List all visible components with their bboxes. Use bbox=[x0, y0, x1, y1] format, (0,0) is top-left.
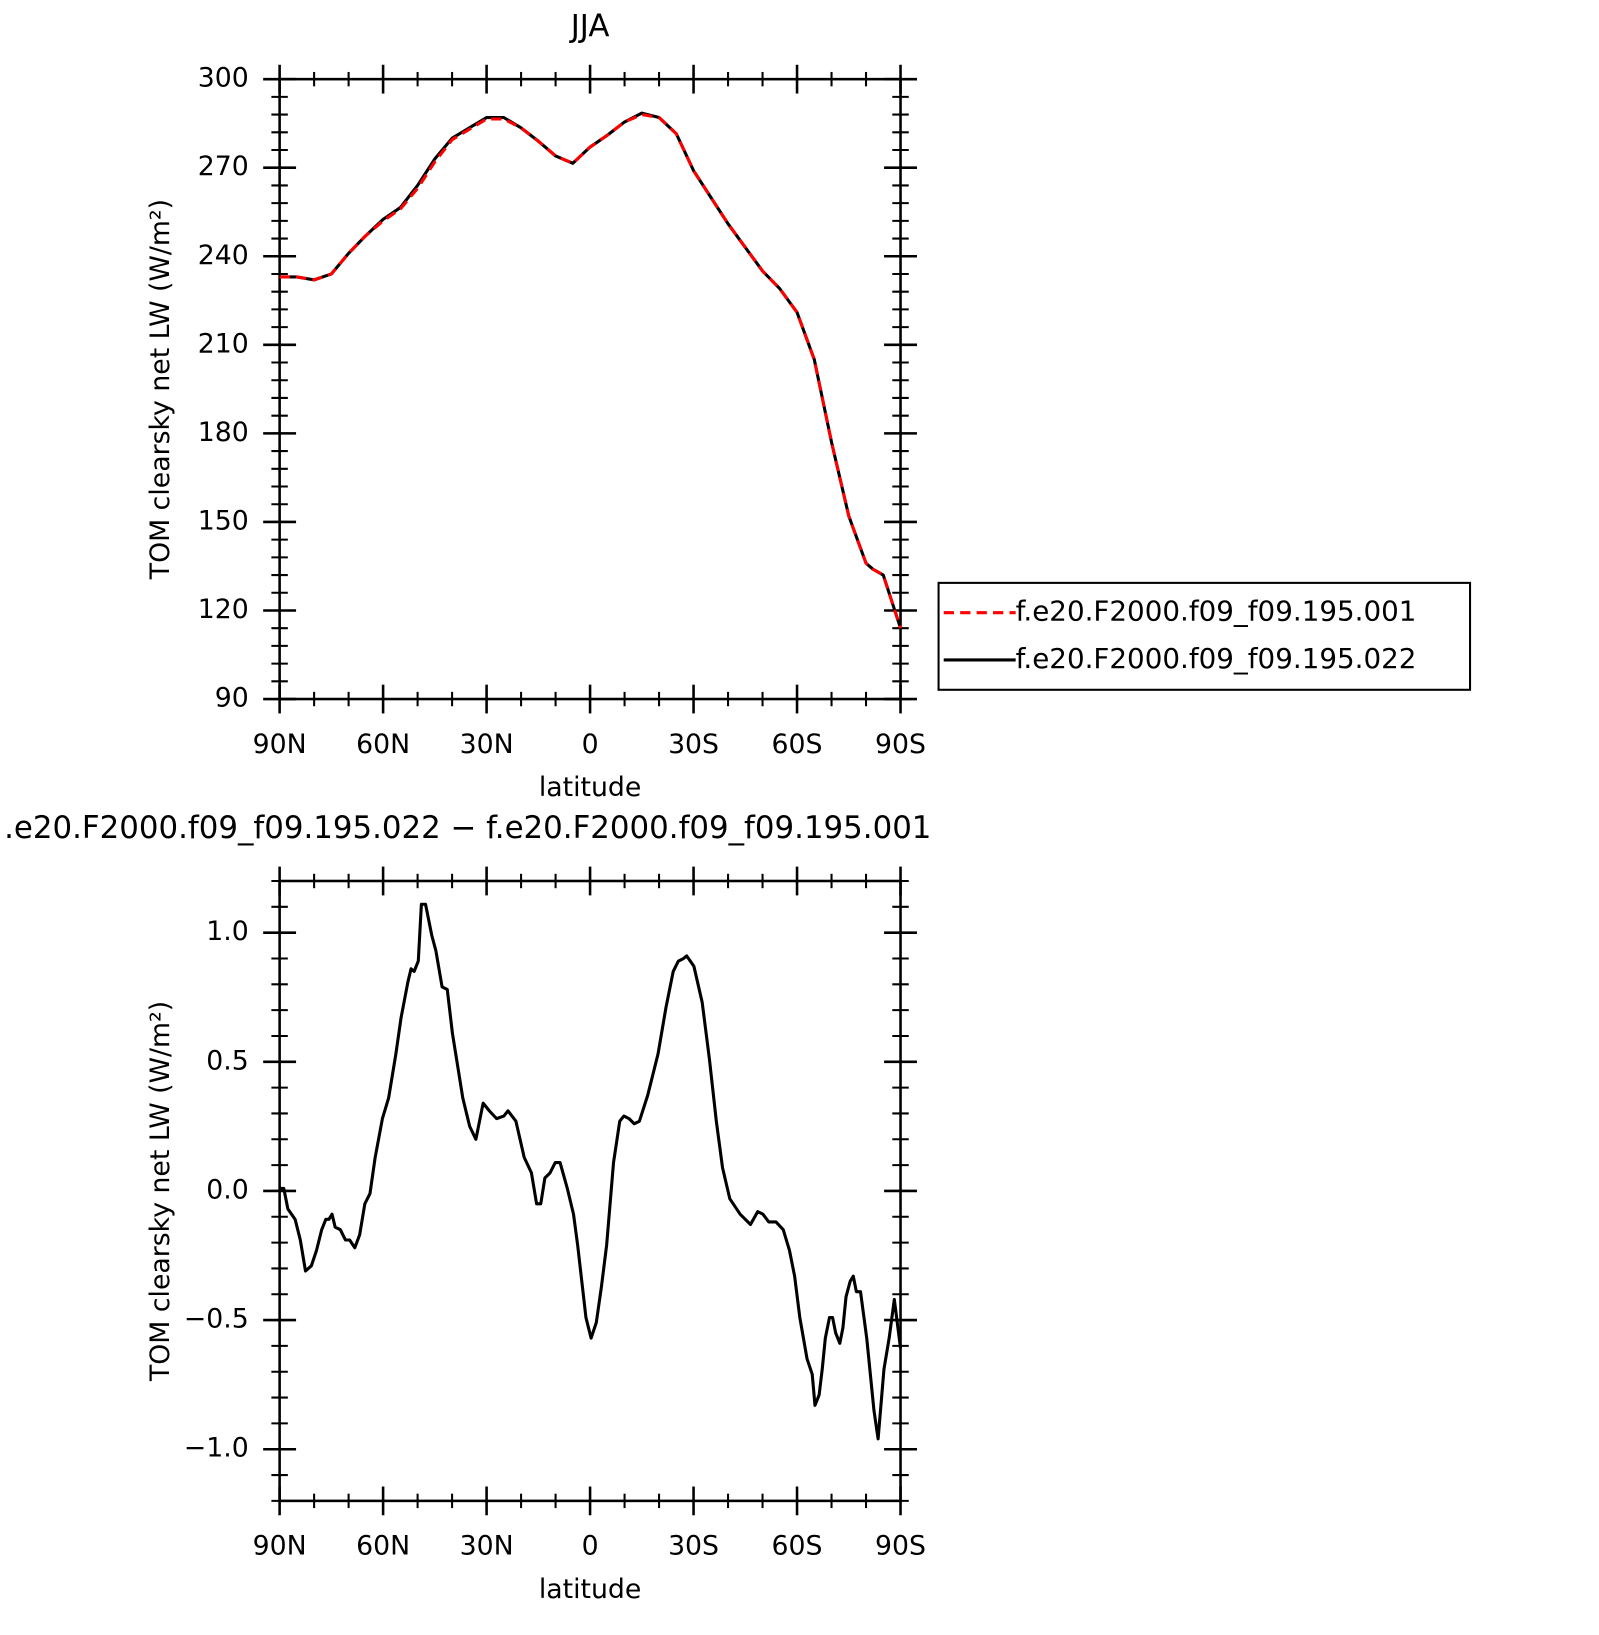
x-tick-label: 30N bbox=[460, 1531, 514, 1562]
data-line bbox=[279, 902, 903, 1441]
y-tick-label: 0.0 bbox=[206, 1174, 249, 1205]
y-axis-label: TOM clearsky net LW (W/m²) bbox=[145, 1001, 176, 1382]
legend-label: f.e20.F2000.f09_f09.195.001 bbox=[1016, 595, 1417, 628]
x-tick-label: 30S bbox=[668, 729, 719, 760]
x-tick-label: 60N bbox=[356, 729, 410, 760]
chart-title: .e20.F2000.f09_f09.195.022 − f.e20.F2000… bbox=[4, 810, 931, 846]
y-tick-label: 90 bbox=[215, 683, 249, 714]
y-tick-label: −0.5 bbox=[184, 1304, 249, 1335]
x-tick-label: 90N bbox=[253, 729, 307, 760]
x-tick-label: 90S bbox=[875, 1531, 926, 1562]
legend-label: f.e20.F2000.f09_f09.195.022 bbox=[1016, 642, 1417, 675]
x-tick-label: 60S bbox=[772, 1531, 823, 1562]
y-tick-label: −1.0 bbox=[184, 1433, 249, 1464]
plot-frame bbox=[278, 77, 902, 701]
data-line bbox=[279, 113, 902, 629]
x-tick-label: 60N bbox=[356, 1531, 410, 1562]
x-tick-label: 0 bbox=[582, 729, 599, 760]
legend-box bbox=[937, 581, 1472, 691]
y-tick-label: 300 bbox=[198, 63, 249, 94]
y-tick-label: 1.0 bbox=[206, 916, 249, 947]
x-tick-label: 30N bbox=[460, 729, 514, 760]
plot-root: JJA latitude TOM clearsky net LW (W/m²) 90N… bbox=[4, 8, 1472, 1605]
x-axis-label: latitude bbox=[539, 1574, 642, 1605]
x-tick-label: 90S bbox=[875, 729, 926, 760]
y-tick-label: 150 bbox=[198, 505, 249, 536]
y-tick-label: 0.5 bbox=[206, 1045, 249, 1076]
y-tick-label: 270 bbox=[198, 151, 249, 182]
y-tick-label: 240 bbox=[198, 240, 249, 271]
x-axis-label: latitude bbox=[539, 772, 642, 803]
x-tick-label: 30S bbox=[668, 1531, 719, 1562]
y-tick-label: 120 bbox=[198, 594, 249, 625]
plot-frame bbox=[278, 879, 902, 1503]
y-tick-label: 180 bbox=[198, 417, 249, 448]
chart-title: JJA bbox=[569, 8, 610, 44]
x-tick-label: 90N bbox=[253, 1531, 307, 1562]
x-tick-label: 0 bbox=[582, 1531, 599, 1562]
y-tick-label: 210 bbox=[198, 328, 249, 359]
data-line bbox=[279, 111, 902, 629]
y-axis-label: TOM clearsky net LW (W/m²) bbox=[145, 199, 176, 580]
x-tick-label: 60S bbox=[772, 729, 823, 760]
